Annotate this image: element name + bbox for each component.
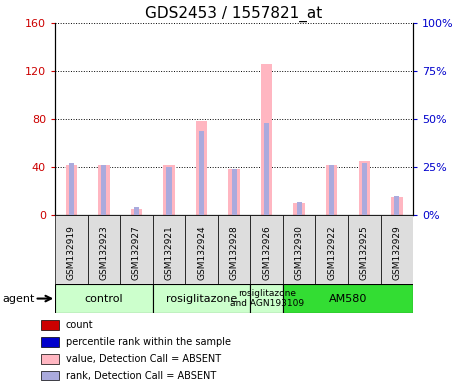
Bar bbox=[88, 215, 120, 284]
Text: GSM132921: GSM132921 bbox=[164, 225, 174, 280]
Bar bbox=[163, 165, 175, 215]
Text: GSM132930: GSM132930 bbox=[295, 225, 304, 280]
Text: agent: agent bbox=[2, 293, 35, 304]
Text: GSM132919: GSM132919 bbox=[67, 225, 76, 280]
Bar bbox=[167, 167, 172, 215]
Text: rosiglitazone
and AGN193109: rosiglitazone and AGN193109 bbox=[230, 289, 304, 308]
Bar bbox=[293, 203, 305, 215]
Bar bbox=[199, 131, 204, 215]
Text: GSM132924: GSM132924 bbox=[197, 225, 206, 280]
Text: GSM132929: GSM132929 bbox=[392, 225, 401, 280]
Text: control: control bbox=[84, 293, 123, 304]
Bar bbox=[250, 215, 283, 284]
Bar bbox=[283, 215, 315, 284]
Bar bbox=[66, 165, 77, 215]
Bar bbox=[120, 215, 153, 284]
Title: GDS2453 / 1557821_at: GDS2453 / 1557821_at bbox=[146, 5, 323, 22]
Bar bbox=[41, 354, 60, 364]
Bar bbox=[55, 215, 88, 284]
Text: percentile rank within the sample: percentile rank within the sample bbox=[66, 337, 230, 347]
Bar bbox=[231, 169, 237, 215]
Text: GSM132928: GSM132928 bbox=[230, 225, 239, 280]
Bar bbox=[391, 197, 403, 215]
Text: rank, Detection Call = ABSENT: rank, Detection Call = ABSENT bbox=[66, 371, 216, 381]
Bar bbox=[381, 215, 413, 284]
Bar bbox=[131, 209, 142, 215]
Bar bbox=[55, 284, 153, 313]
Text: value, Detection Call = ABSENT: value, Detection Call = ABSENT bbox=[66, 354, 221, 364]
Bar bbox=[41, 371, 60, 380]
Bar bbox=[250, 284, 283, 313]
Bar bbox=[358, 161, 370, 215]
Text: count: count bbox=[66, 320, 93, 330]
Bar bbox=[101, 165, 106, 215]
Bar bbox=[229, 169, 240, 215]
Text: rosiglitazone: rosiglitazone bbox=[166, 293, 237, 304]
Bar bbox=[153, 215, 185, 284]
Bar bbox=[218, 215, 250, 284]
Text: GSM132927: GSM132927 bbox=[132, 225, 141, 280]
Bar bbox=[134, 207, 139, 215]
Bar bbox=[69, 163, 74, 215]
Text: AM580: AM580 bbox=[329, 293, 367, 304]
Bar bbox=[185, 215, 218, 284]
Bar bbox=[315, 215, 348, 284]
Bar bbox=[264, 123, 269, 215]
Bar bbox=[394, 196, 399, 215]
Text: GSM132923: GSM132923 bbox=[100, 225, 108, 280]
Bar bbox=[348, 215, 381, 284]
Text: GSM132925: GSM132925 bbox=[360, 225, 369, 280]
Bar bbox=[297, 202, 302, 215]
Bar bbox=[362, 163, 367, 215]
Bar bbox=[283, 284, 413, 313]
Text: GSM132926: GSM132926 bbox=[262, 225, 271, 280]
Bar bbox=[261, 64, 272, 215]
Bar bbox=[153, 284, 250, 313]
Text: GSM132922: GSM132922 bbox=[327, 225, 336, 280]
Bar bbox=[41, 321, 60, 330]
Bar bbox=[326, 165, 337, 215]
Bar bbox=[98, 165, 110, 215]
Bar bbox=[196, 121, 207, 215]
Bar bbox=[329, 165, 334, 215]
Bar bbox=[41, 337, 60, 347]
